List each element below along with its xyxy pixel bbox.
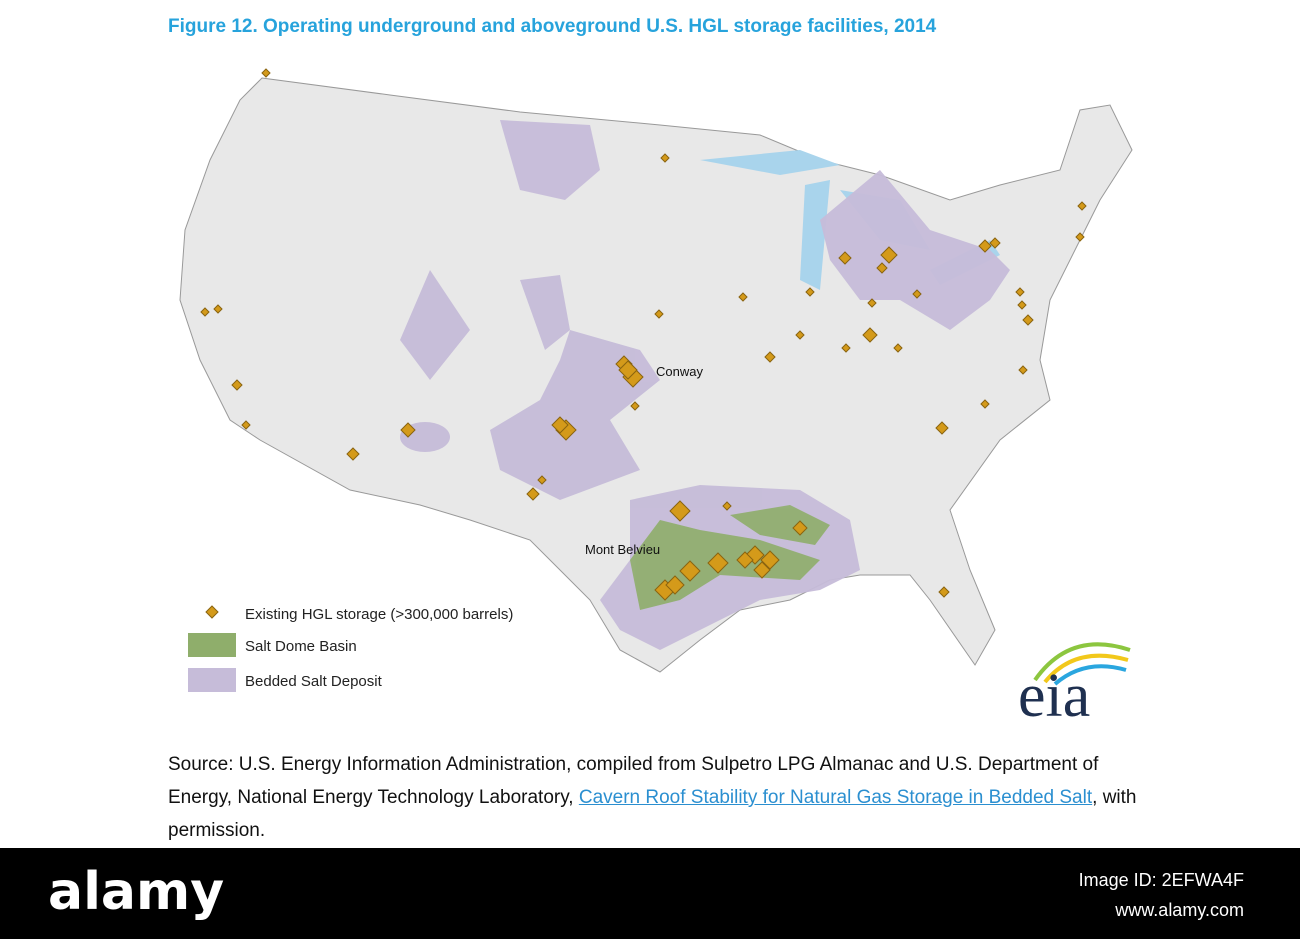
source: Source: U.S. Energy Information Administ… <box>168 748 1148 847</box>
facility-marker <box>880 246 898 264</box>
legend-swatch <box>188 668 236 692</box>
facility-marker <box>764 351 776 363</box>
facility-marker <box>738 292 748 302</box>
map-label: Mont Belvieu <box>585 542 660 557</box>
facility-marker <box>213 304 223 314</box>
facility-marker <box>537 475 547 485</box>
facilities <box>200 68 1087 601</box>
facility-marker <box>838 251 852 265</box>
facility-marker <box>665 575 685 595</box>
facility-marker <box>1077 201 1087 211</box>
facility-marker <box>526 487 540 501</box>
facility-marker <box>722 501 732 511</box>
logo: eia <box>1018 662 1090 730</box>
facility-marker <box>200 307 210 317</box>
facility-marker <box>867 298 877 308</box>
facility-marker <box>912 289 922 299</box>
source-link[interactable]: Cavern Roof Stability for Natural Gas St… <box>578 787 1093 808</box>
legend-text: Salt Dome Basin <box>245 638 357 655</box>
image-id: Image ID: 2EFWA4F <box>1078 870 1244 890</box>
facility-marker <box>876 262 888 274</box>
source-text: , with permission. <box>168 787 1137 841</box>
source-text: Department of Energy, National Energy Te… <box>168 754 1099 808</box>
facility-marker <box>1017 300 1027 310</box>
watermark-bar: alamy Image ID: 2EFWA4F www.alamy.com <box>0 848 1300 939</box>
brand: alamy <box>48 862 225 922</box>
facility-marker <box>753 561 771 579</box>
legend-text: Bedded Salt Deposit <box>245 673 383 690</box>
facility-marker <box>841 343 851 353</box>
facility-marker <box>660 153 670 163</box>
facility-marker <box>241 420 251 430</box>
facility-marker <box>795 330 805 340</box>
map: Conway Mont Belvieu Existing HGL storage… <box>179 68 1133 730</box>
facility-marker <box>679 560 701 582</box>
facility-marker <box>669 500 691 522</box>
facility-marker <box>231 379 243 391</box>
facility-marker <box>261 68 271 78</box>
url: www.alamy.com <box>1115 900 1244 920</box>
facility-marker <box>736 551 754 569</box>
facility-marker <box>980 399 990 409</box>
legend-text: Existing HGL storage (>300,000 barrels) <box>245 606 513 623</box>
facility-marker <box>1015 287 1025 297</box>
facility-marker <box>862 327 878 343</box>
facility-marker <box>893 343 903 353</box>
facility-marker <box>630 401 640 411</box>
facility-marker <box>551 416 569 434</box>
facility-marker <box>1075 232 1085 242</box>
facility-marker <box>346 447 360 461</box>
legend-diamond <box>205 605 219 619</box>
facility-marker <box>1018 365 1028 375</box>
logo-arcs <box>1033 642 1131 686</box>
facility-marker <box>707 552 729 574</box>
title: Figure 12. Operating underground and abo… <box>168 16 937 37</box>
facility-marker <box>760 550 780 570</box>
facility-marker <box>618 360 638 380</box>
facility-marker <box>1022 314 1034 326</box>
legend-swatch <box>188 633 236 657</box>
map-label: Conway <box>656 364 703 379</box>
facility-marker <box>978 239 992 253</box>
facility-marker <box>654 309 664 319</box>
facility-marker <box>805 287 815 297</box>
facility-marker <box>400 422 416 438</box>
facility-marker <box>989 237 1001 249</box>
facility-marker <box>938 586 950 598</box>
facility-marker <box>935 421 949 435</box>
facility-marker <box>792 520 808 536</box>
source-text: Source: U.S. Energy Information Administ… <box>168 754 973 775</box>
